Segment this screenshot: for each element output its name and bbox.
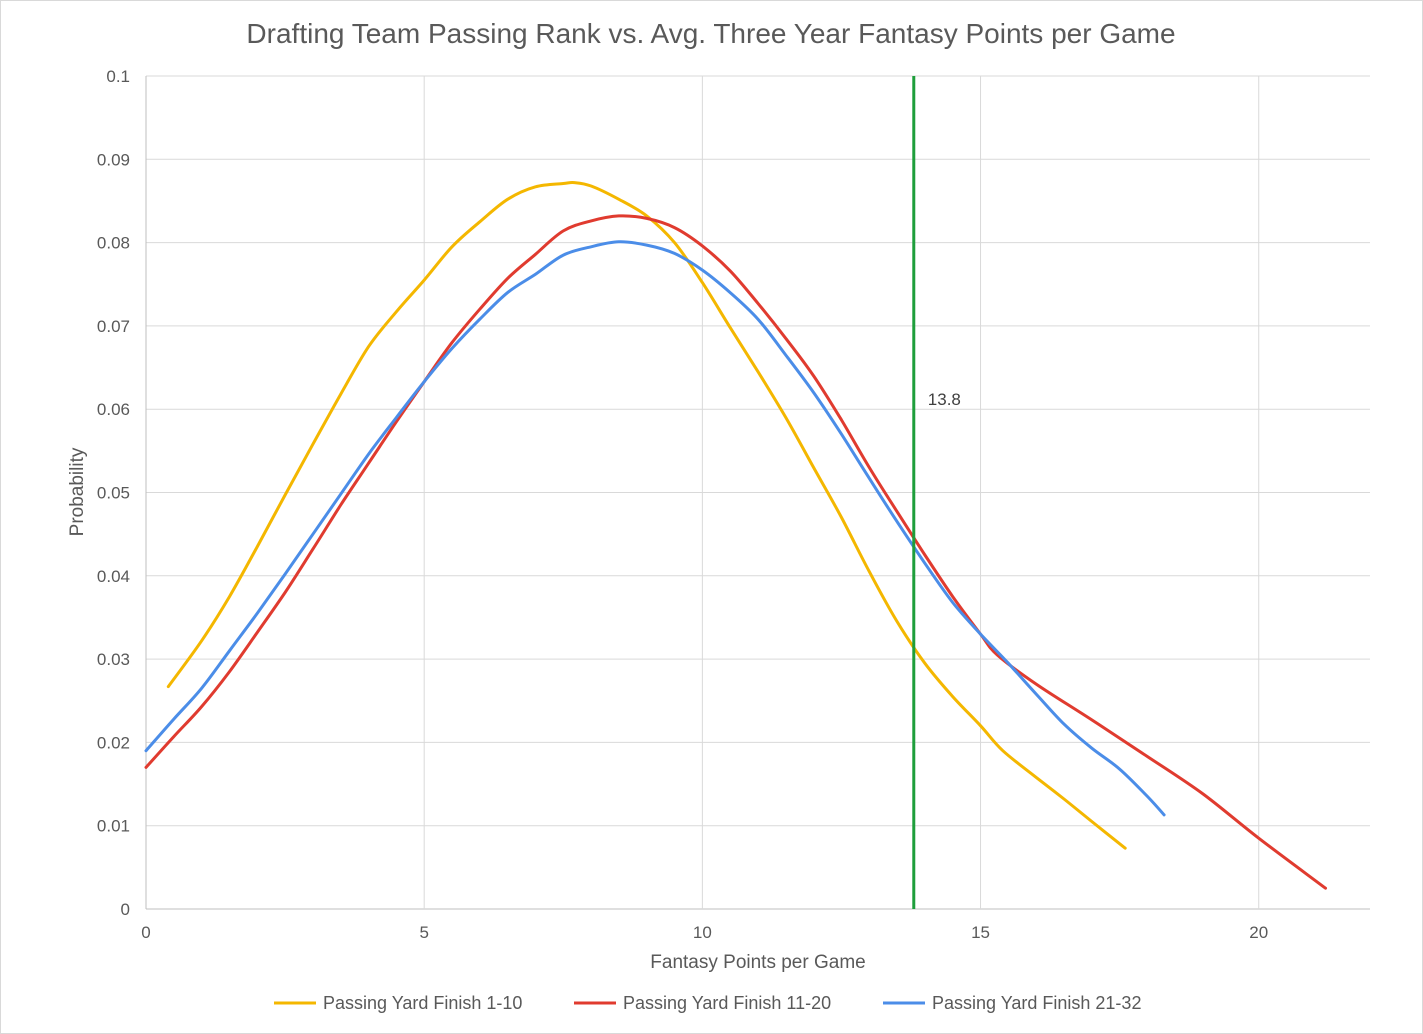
- grid-lines: [145, 75, 1370, 910]
- legend-label-3: Passing Yard Finish 21-32: [932, 993, 1141, 1013]
- y-tick-label: 0.07: [97, 317, 130, 336]
- reference-line-group: 13.8: [912, 76, 961, 909]
- y-tick-label: 0.1: [106, 67, 130, 86]
- x-tick-label: 0: [141, 923, 150, 942]
- y-tick-label: 0.05: [97, 484, 130, 503]
- y-tick-label: 0.01: [97, 817, 130, 836]
- y-axis-title: Probability: [67, 447, 88, 536]
- x-tick-label: 5: [419, 923, 428, 942]
- x-axis-title: Fantasy Points per Game: [650, 952, 865, 973]
- y-tick-label: 0.06: [97, 400, 130, 419]
- series-line-3: [144, 240, 1166, 817]
- chart-title: Drafting Team Passing Rank vs. Avg. Thre…: [246, 18, 1175, 49]
- series-lines: [144, 180, 1327, 890]
- reference-line-label: 13.8: [928, 390, 961, 409]
- y-tick-label: 0: [121, 900, 130, 919]
- y-tick-label: 0.09: [97, 150, 130, 169]
- y-tick-label: 0.02: [97, 733, 130, 752]
- legend: Passing Yard Finish 1-10 Passing Yard Fin…: [274, 993, 1141, 1013]
- x-tick-label: 15: [971, 923, 990, 942]
- y-tick-label: 0.03: [97, 650, 130, 669]
- legend-label-1: Passing Yard Finish 1-10: [323, 993, 522, 1013]
- y-tick-label: 0.04: [97, 567, 130, 586]
- y-axis-tick-labels: 0 0.01 0.02 0.03 0.04 0.05 0.06 0.07 0.08 0.09 0.1: [97, 67, 130, 919]
- x-tick-label: 10: [693, 923, 712, 942]
- y-tick-label: 0.08: [97, 234, 130, 253]
- series-line-1: [166, 180, 1127, 850]
- legend-label-2: Passing Yard Finish 11-20: [623, 993, 831, 1013]
- series-line-2: [144, 214, 1327, 890]
- x-axis-tick-labels: 0 5 10 15 20: [141, 923, 1268, 942]
- x-tick-label: 20: [1249, 923, 1268, 942]
